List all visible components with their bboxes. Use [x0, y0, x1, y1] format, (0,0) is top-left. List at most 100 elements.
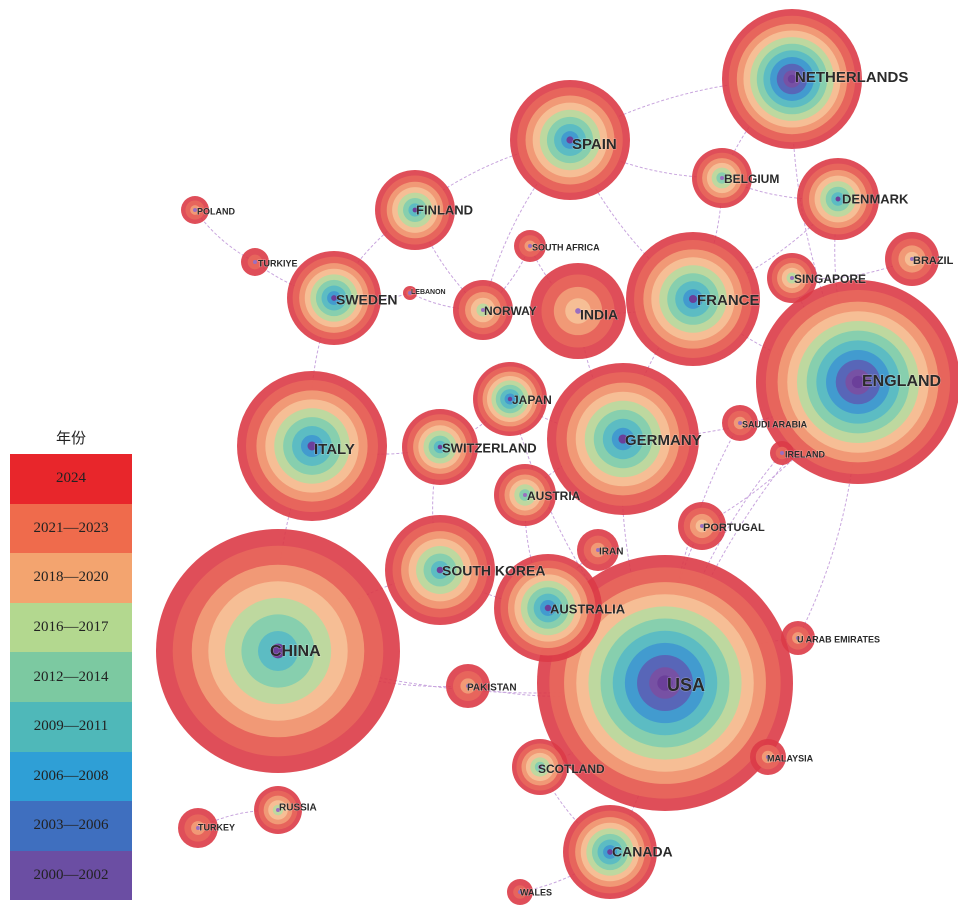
node-core	[412, 207, 418, 213]
node-core	[688, 294, 698, 304]
node-ireland[interactable]	[770, 441, 794, 465]
node-label-india: INDIA	[580, 307, 618, 323]
node-label-scotland: SCOTLAND	[538, 762, 605, 776]
node-label-finland: FINLAND	[416, 202, 473, 217]
node-label-lebanon: LEBANON	[411, 289, 446, 296]
node-core	[528, 244, 532, 248]
node-core	[544, 604, 552, 612]
legend-band: 2000—2002	[10, 850, 132, 901]
network-link	[414, 209, 484, 311]
network-nodes: NETHERLANDS SPAIN BELGIUM DENMARK FINLAND POL…	[156, 9, 958, 905]
node-iran[interactable]	[577, 529, 619, 571]
node-china[interactable]	[156, 529, 400, 773]
node-u-arab-emirates[interactable]	[781, 621, 815, 655]
node-japan[interactable]	[473, 362, 547, 436]
node-england[interactable]	[756, 280, 958, 484]
node-core	[408, 291, 412, 295]
node-label-russia: RUSSIA	[279, 803, 317, 814]
node-turkey[interactable]	[178, 808, 218, 848]
node-label-france: FRANCE	[697, 292, 760, 309]
node-label-norway: NORWAY	[484, 304, 537, 318]
node-lebanon[interactable]	[403, 286, 417, 300]
node-label-iran: IRAN	[599, 547, 623, 558]
node-canada[interactable]	[563, 805, 657, 899]
node-label-u-arab-emirates: U ARAB EMIRATES	[797, 634, 880, 644]
node-core	[787, 74, 797, 84]
node-label-malaysia: MALAYSIA	[767, 753, 814, 763]
node-core	[575, 308, 581, 314]
node-core	[738, 421, 742, 425]
node-scotland[interactable]	[512, 739, 568, 795]
node-core	[507, 396, 513, 402]
node-pakistan[interactable]	[446, 664, 490, 708]
node-label-denmark: DENMARK	[842, 191, 909, 206]
node-france[interactable]	[626, 232, 760, 366]
node-label-belgium: BELGIUM	[724, 172, 779, 186]
legend-band: 2003—2006	[10, 801, 132, 851]
legend-band: 2016—2017	[10, 602, 132, 653]
node-malaysia[interactable]	[750, 739, 786, 775]
node-wales[interactable]	[507, 879, 533, 905]
legend-bands: 2024 2021—2023 2018—2020 2016—2017 2012—2014…	[10, 454, 132, 901]
node-south-africa[interactable]	[514, 230, 546, 262]
node-germany[interactable]	[547, 363, 699, 515]
node-australia[interactable]	[494, 554, 602, 662]
node-core	[851, 375, 865, 389]
node-label-switzerland: SWITZERLAND	[442, 440, 537, 455]
legend-band: 2024	[10, 454, 132, 504]
node-core	[437, 444, 443, 450]
node-norway[interactable]	[453, 280, 513, 340]
node-label-germany: GERMANY	[625, 432, 702, 449]
node-label-ireland: IRELAND	[785, 449, 825, 459]
node-turkiye[interactable]	[241, 248, 269, 276]
network-link	[791, 258, 913, 280]
legend-band: 2018—2020	[10, 553, 132, 603]
node-core	[618, 434, 628, 444]
node-core	[720, 176, 724, 180]
node-core	[270, 643, 286, 659]
node-belgium[interactable]	[692, 148, 752, 208]
node-label-china: CHINA	[270, 643, 321, 660]
node-india[interactable]	[530, 263, 626, 359]
node-label-usa: USA	[667, 675, 705, 695]
node-core	[481, 308, 485, 312]
node-core	[700, 524, 704, 528]
node-core	[657, 675, 673, 691]
node-south-korea[interactable]	[385, 515, 495, 625]
node-label-portugal: PORTUGAL	[703, 522, 765, 534]
node-core	[196, 826, 200, 830]
node-austria[interactable]	[494, 464, 556, 526]
node-core	[607, 849, 613, 855]
node-label-australia: AUSTRALIA	[550, 601, 626, 616]
node-label-poland: POLAND	[197, 206, 236, 216]
node-finland[interactable]	[375, 170, 455, 250]
node-netherlands[interactable]	[722, 9, 862, 149]
node-label-pakistan: PAKISTAN	[467, 683, 517, 694]
node-brazil[interactable]	[885, 232, 939, 286]
node-core	[910, 257, 914, 261]
node-singapore[interactable]	[767, 253, 817, 303]
node-poland[interactable]	[181, 196, 209, 224]
node-label-sweden: SWEDEN	[336, 292, 397, 308]
node-italy[interactable]	[237, 371, 387, 521]
node-usa[interactable]	[537, 555, 793, 811]
node-spain[interactable]	[510, 80, 630, 200]
node-label-turkey: TURKEY	[198, 822, 235, 832]
node-label-spain: SPAIN	[572, 136, 617, 153]
legend-band: 2012—2014	[10, 652, 132, 702]
node-denmark[interactable]	[797, 158, 879, 240]
legend-band: 2021—2023	[10, 503, 132, 554]
legend-band: 2006—2008	[10, 751, 132, 802]
node-portugal[interactable]	[678, 502, 726, 550]
node-saudi-arabia[interactable]	[722, 405, 758, 441]
node-label-turkiye: TURKIYE	[258, 258, 298, 268]
node-core	[566, 136, 574, 144]
legend-band: 2009—2011	[10, 701, 132, 752]
node-switzerland[interactable]	[402, 409, 478, 485]
node-label-singapore: SINGAPORE	[794, 272, 866, 286]
node-core	[253, 260, 257, 264]
node-label-canada: CANADA	[612, 844, 673, 860]
node-russia[interactable]	[254, 786, 302, 834]
node-sweden[interactable]	[287, 251, 381, 345]
node-core	[780, 451, 784, 455]
